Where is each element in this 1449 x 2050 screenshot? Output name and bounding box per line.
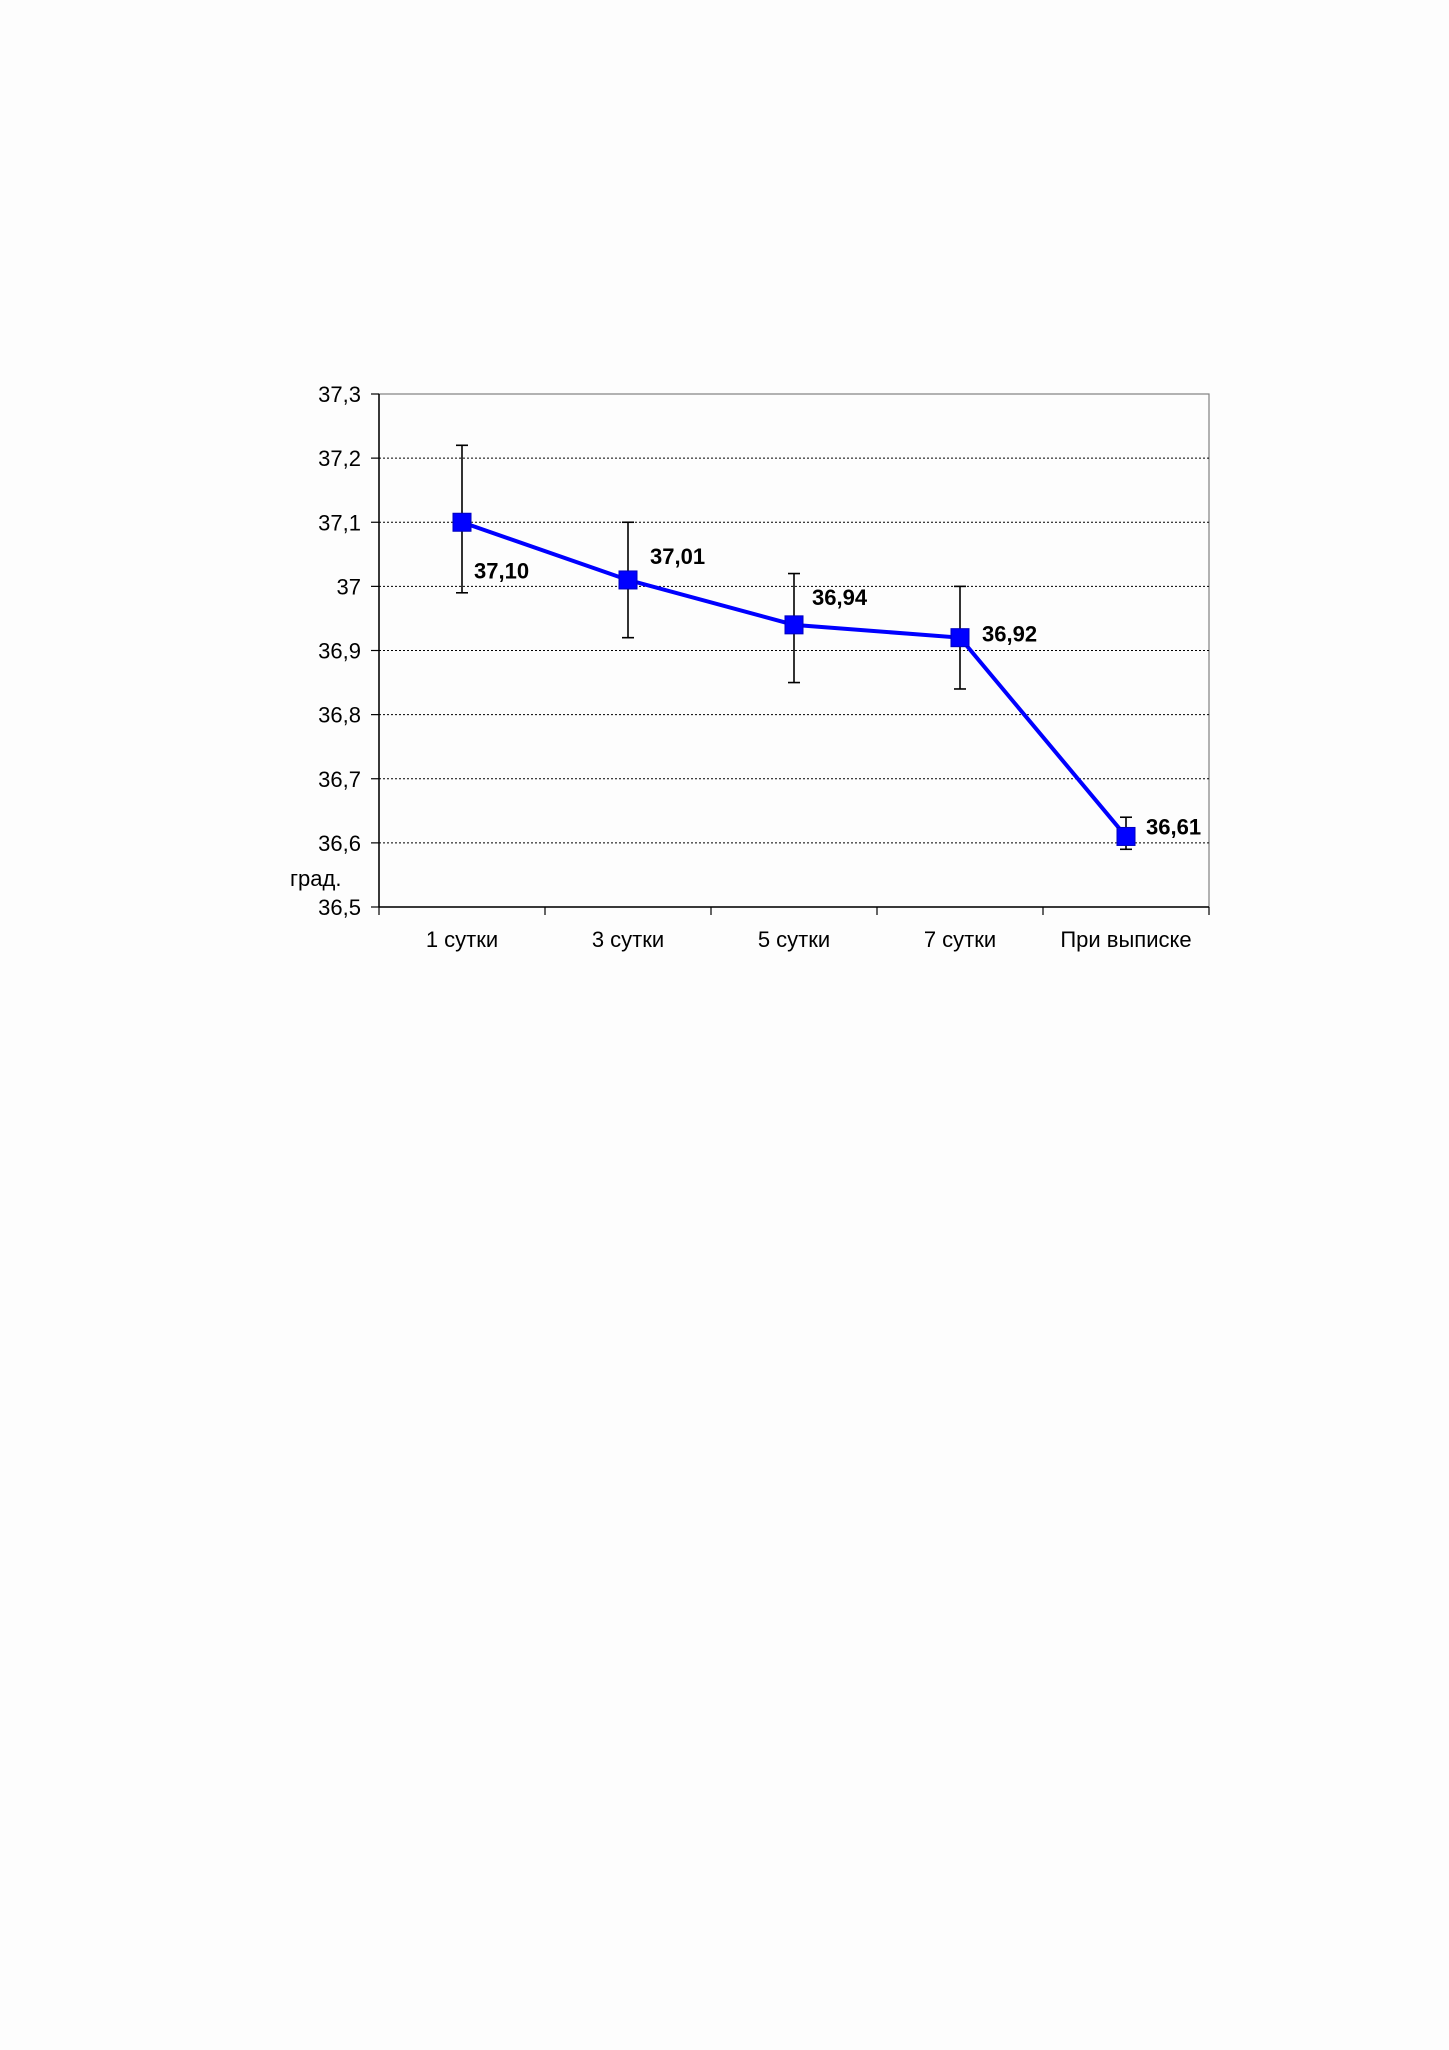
data-labels: 37,10 37,01 36,94 36,92 36,61: [474, 544, 1201, 840]
x-tick-labels: 1 сутки 3 сутки 5 сутки 7 сутки При выписке: [426, 927, 1192, 952]
data-point-marker: [950, 628, 970, 648]
data-label: 37,01: [650, 544, 705, 569]
axes: [371, 393, 1210, 915]
y-tick-label: 36,5: [318, 895, 361, 920]
y-tick-label: 37,2: [318, 446, 361, 471]
y-tick-label: 36,9: [318, 639, 361, 664]
data-markers: [452, 512, 1136, 846]
x-tick-label: 7 сутки: [924, 927, 996, 952]
x-tick-label: При выписке: [1060, 927, 1191, 952]
data-point-marker: [784, 615, 804, 635]
y-tick-label: 36,6: [318, 831, 361, 856]
y-tick-label: 37,3: [318, 382, 361, 407]
data-label: 36,61: [1146, 814, 1201, 839]
x-tick-label: 5 сутки: [758, 927, 830, 952]
y-tick-label: 36,7: [318, 767, 361, 792]
data-label: 36,92: [982, 622, 1037, 647]
x-tick-label: 3 сутки: [592, 927, 664, 952]
y-tick-label: 36,8: [318, 703, 361, 728]
data-point-marker: [618, 570, 638, 590]
y-tick-label: 37,1: [318, 510, 361, 535]
data-point-marker: [1116, 826, 1136, 846]
y-tick-labels: 36,5 36,6 36,7 36,8 36,9 37 37,1 37,2 37,3: [318, 382, 361, 920]
x-tick-label: 1 сутки: [426, 927, 498, 952]
data-label: 37,10: [474, 558, 529, 583]
data-label: 36,94: [812, 585, 868, 610]
y-axis-unit-label: град.: [290, 866, 341, 891]
data-point-marker: [452, 512, 472, 532]
error-bars: [456, 444, 1132, 851]
y-tick-label: 37: [337, 574, 361, 599]
